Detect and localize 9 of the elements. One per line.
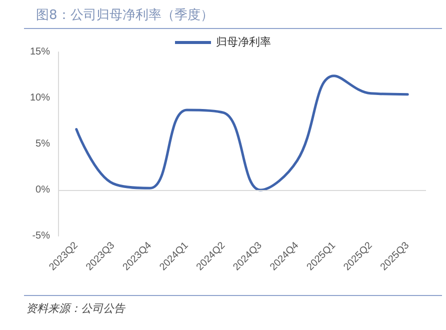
y-tick-label: 0% bbox=[36, 184, 50, 196]
y-tick-label: 5% bbox=[36, 138, 50, 150]
y-tick-label: 15% bbox=[30, 46, 50, 58]
line-series bbox=[75, 74, 409, 192]
legend-label: 归母净利率 bbox=[216, 36, 271, 48]
chart-title: 图8：公司归母净利率（季度） bbox=[36, 7, 214, 24]
y-tick-label: 10% bbox=[30, 92, 50, 104]
text: 资料来源：公司公告 bbox=[26, 301, 125, 316]
y-tick-label: -5% bbox=[32, 230, 50, 242]
